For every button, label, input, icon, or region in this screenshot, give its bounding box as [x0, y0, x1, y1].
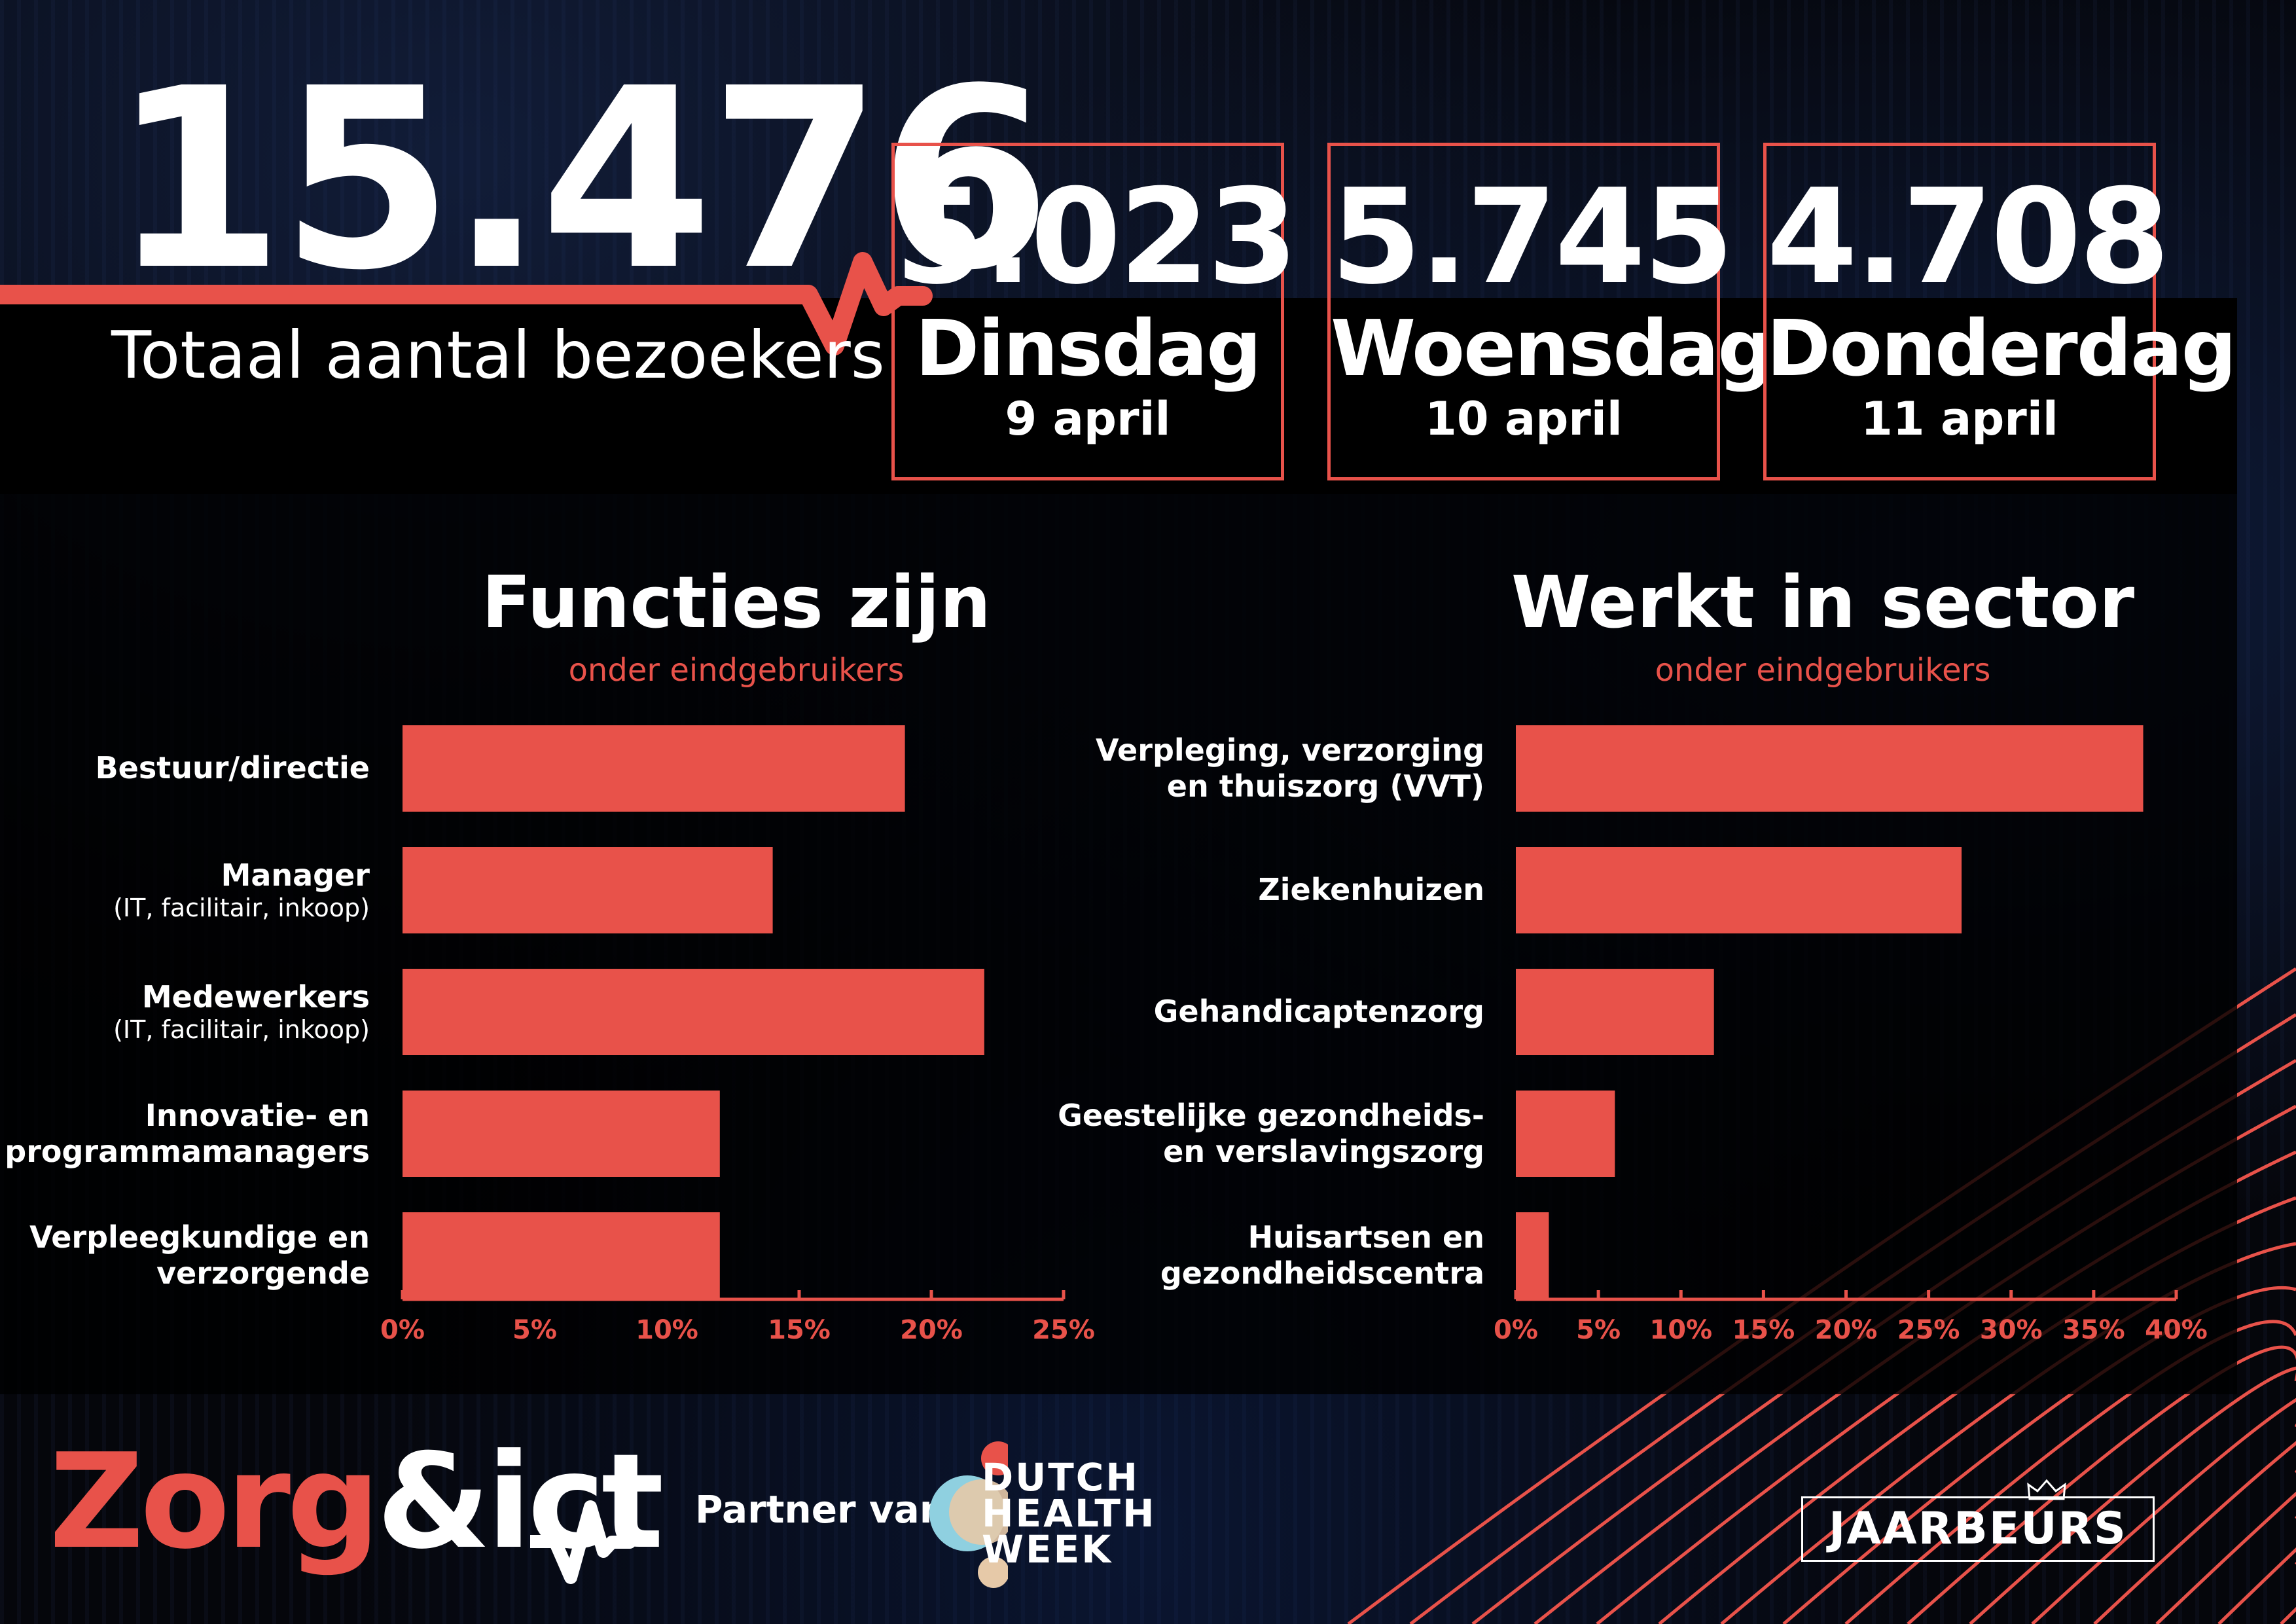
brand-zorg: Zorg: [49, 1426, 380, 1578]
chart-title-sector: Werkt in sector: [1511, 560, 2135, 644]
day-date: 10 april: [1425, 392, 1623, 446]
x-tick-label: 0%: [1494, 1315, 1538, 1345]
category-label-sub: (IT, facilitair, inkoop): [113, 1015, 370, 1044]
day-date: 11 april: [1861, 392, 2058, 446]
category-label: Medewerkers (IT, facilitair, inkoop): [113, 979, 370, 1045]
category-label-main: Gehandicaptenzorg: [1153, 994, 1484, 1030]
x-tick-label: 25%: [1032, 1315, 1095, 1345]
category-label-main: Ziekenhuizen: [1258, 872, 1484, 908]
category-label-main: Manager: [221, 857, 370, 893]
x-tick-label: 5%: [1576, 1315, 1621, 1345]
day-visitor-count: 5.023: [895, 161, 1299, 314]
category-label: Manager (IT, facilitair, inkoop): [113, 857, 370, 924]
x-tick-label: 25%: [1897, 1315, 1960, 1345]
bar: [1516, 847, 1962, 933]
decorative-line: [2031, 1398, 2296, 1624]
day-name: Dinsdag: [915, 303, 1261, 393]
heartbeat-line: [0, 252, 933, 355]
day-name: Woensdag: [1331, 303, 1773, 393]
x-tick-label: 20%: [900, 1315, 963, 1345]
dhw-word-week: WEEK: [982, 1527, 1113, 1572]
category-label-main: Bestuur/directie: [95, 750, 370, 786]
category-label-main: Verpleegkundige en verzorgende: [29, 1219, 370, 1291]
x-tick-label: 0%: [380, 1315, 425, 1345]
x-tick-label: 40%: [2145, 1315, 2208, 1345]
category-label-main: Geestelijke gezondheids- en verslavingsz…: [1058, 1097, 1484, 1169]
bar: [1516, 1091, 1615, 1177]
jaarbeurs-logo: JAARBEURS: [1801, 1496, 2155, 1562]
x-tick-label: 15%: [1732, 1315, 1795, 1345]
chart-sector: 0% 5% 10% 15% 20% 25% 30% 35% 40%: [1494, 725, 2208, 1345]
dutch-health-week-logo-mark: [929, 1441, 1008, 1588]
x-tick-label: 35%: [2062, 1315, 2125, 1345]
x-tick-label: 30%: [1980, 1315, 2043, 1345]
total-visitors-label: Totaal aantal bezoekers: [111, 317, 885, 393]
category-label-main: Medewerkers: [141, 979, 370, 1015]
partner-label: Partner van: [695, 1487, 947, 1532]
brand-logo: Zorg&ict: [49, 1437, 664, 1568]
brand-pulse-icon: [530, 1500, 635, 1584]
x-tick-label: 10%: [1649, 1315, 1712, 1345]
day-card-wednesday: 5.745 Woensdag 10 april: [1327, 143, 1773, 480]
bar: [403, 969, 984, 1055]
bar: [403, 847, 773, 933]
bar: [1516, 725, 2144, 812]
header-band: [0, 298, 2237, 494]
bar: [403, 725, 905, 812]
category-label-sub: (IT, facilitair, inkoop): [113, 893, 370, 922]
category-label: Ziekenhuizen: [1258, 872, 1484, 908]
category-label: Huisartsen en gezondheidscentra: [1160, 1219, 1484, 1291]
x-tick-label: 10%: [636, 1315, 698, 1345]
category-label: Gehandicaptenzorg: [1154, 994, 1484, 1030]
category-label-main: Verpleging, verzorging en thuiszorg (VVT…: [1095, 732, 1484, 804]
dutch-health-week-text: DUTCH HEALTH WEEK: [982, 1455, 1157, 1572]
category-label: Geestelijke gezondheids- en verslavingsz…: [1058, 1098, 1484, 1170]
day-card-tuesday: 5.023 Dinsdag 9 april: [891, 143, 1299, 480]
dhw-word-health: HEALTH: [982, 1491, 1157, 1536]
day-visitor-count: 4.708: [1767, 161, 2170, 314]
category-label: Innovatie- en programmamanagers: [5, 1098, 370, 1170]
category-label: Verpleging, verzorging en thuiszorg (VVT…: [1096, 732, 1484, 804]
x-tick-label: 5%: [512, 1315, 557, 1345]
day-visitor-count: 5.745: [1331, 161, 1734, 314]
bar: [1516, 1212, 1549, 1299]
decorative-line: [1969, 1366, 2296, 1624]
bar: [403, 1212, 720, 1299]
chart-title-functions: Functies zijn: [482, 560, 991, 644]
bar: [1516, 969, 1714, 1055]
x-tick-label: 20%: [1815, 1315, 1878, 1345]
chart-subtitle-sector: onder eindgebruikers: [1655, 652, 1991, 689]
decorative-line: [2155, 1491, 2296, 1624]
category-label: Verpleegkundige en verzorgende: [29, 1219, 370, 1291]
chart-subtitle-functions: onder eindgebruikers: [568, 652, 905, 689]
dhw-word-dutch: DUTCH: [982, 1455, 1139, 1500]
category-label-main: Innovatie- en programmamanagers: [5, 1097, 370, 1169]
category-label-main: Huisartsen en gezondheidscentra: [1160, 1219, 1484, 1291]
bar: [403, 1091, 720, 1177]
day-date: 9 april: [1005, 392, 1171, 446]
chart-functions: 0% 5% 10% 15% 20% 25%: [380, 725, 1095, 1345]
x-tick-label: 15%: [768, 1315, 831, 1345]
decorative-line: [2093, 1441, 2296, 1624]
category-label: Bestuur/directie: [96, 750, 370, 786]
